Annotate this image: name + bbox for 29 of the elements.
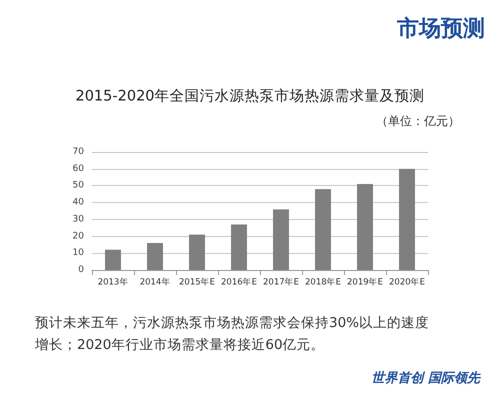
bar (231, 224, 247, 270)
y-tick-label: 70 (72, 147, 84, 157)
x-tick-label: 2014年 (140, 276, 170, 288)
y-tick-label: 50 (72, 180, 84, 191)
bar (315, 189, 331, 270)
x-tick-label: 2017年E (262, 276, 300, 288)
bar (147, 243, 163, 270)
x-tick-label: 2015年E (178, 276, 216, 288)
text: 市场预测 (396, 16, 485, 42)
text: 预计未来五年，污水源热泵市场热源需求会保持30%以上的速度增长；2020年行业市场需求量将接近60亿元。 (34, 315, 430, 353)
bar (273, 209, 289, 270)
x-tick-label: 2019年E (346, 276, 384, 288)
y-tick-label: 60 (72, 164, 84, 174)
text: 世界首创 国际领先 (371, 371, 482, 386)
x-tick-label: 2013年 (98, 276, 128, 288)
bar (357, 184, 373, 270)
y-tick-label: 10 (72, 248, 84, 258)
y-tick-label: 40 (72, 198, 84, 208)
chart-title: 2015-2020年全国污水源热泵市场热源需求量及预测 (75, 88, 425, 104)
x-tick-label: 2020年E (388, 276, 426, 288)
y-tick-label: 20 (72, 231, 84, 242)
text: （单位：亿元） (376, 114, 460, 128)
bar (399, 168, 415, 270)
y-tick-label: 0 (78, 265, 84, 275)
x-tick-label: 2018年E (304, 276, 342, 288)
bar (105, 250, 121, 270)
bar (189, 234, 205, 270)
x-tick-label: 2016年E (220, 276, 258, 288)
y-tick-label: 30 (72, 214, 84, 224)
